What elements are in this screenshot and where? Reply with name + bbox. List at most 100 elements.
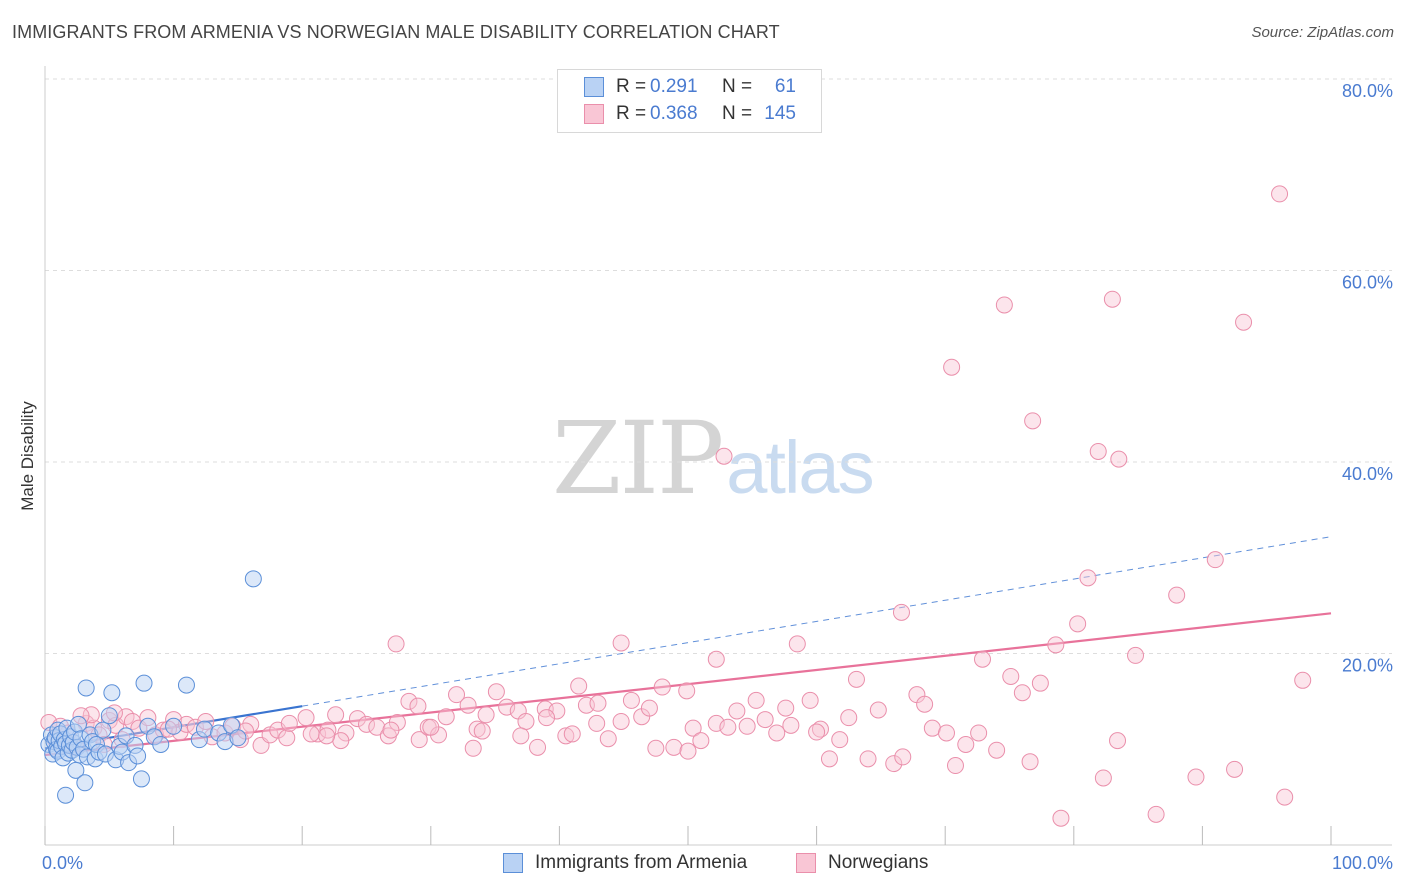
norwegian-point bbox=[1079, 569, 1097, 587]
norwegian-point bbox=[782, 716, 800, 734]
norwegian-point bbox=[946, 757, 964, 775]
norwegian-point bbox=[1052, 809, 1070, 827]
norwegian-point bbox=[368, 718, 386, 736]
legend-r-value: 0.368 bbox=[650, 103, 698, 124]
norwegian-point bbox=[538, 709, 556, 727]
norwegian-point bbox=[777, 699, 795, 717]
norwegian-point bbox=[678, 682, 696, 700]
y-tick-label: 40.0% bbox=[1342, 464, 1393, 484]
norwegian-point bbox=[1002, 667, 1020, 685]
armenia-point bbox=[57, 786, 75, 804]
armenia-point bbox=[103, 684, 121, 702]
grid-layer bbox=[45, 78, 1392, 654]
norwegian-point bbox=[512, 727, 530, 745]
legend-n-label: N = bbox=[722, 103, 753, 124]
armenia-point bbox=[165, 717, 183, 735]
norwegian-point bbox=[1031, 674, 1049, 692]
armenia-point bbox=[129, 747, 147, 765]
norwegian-point bbox=[847, 670, 865, 688]
norwegian-point bbox=[1226, 760, 1244, 778]
norwegian-point bbox=[640, 699, 658, 717]
norwegian-point bbox=[747, 691, 765, 709]
norwegian-point bbox=[570, 677, 588, 695]
legend-n-value: 145 bbox=[764, 103, 796, 124]
norwegian-point bbox=[768, 724, 786, 742]
armenia-point bbox=[177, 676, 195, 694]
norwegian-point bbox=[302, 725, 320, 743]
norwegian-point bbox=[410, 731, 428, 749]
norwegian-point bbox=[529, 738, 547, 756]
legend-r-label: R = bbox=[616, 103, 647, 124]
norwegian-point bbox=[820, 750, 838, 768]
norwegian-point bbox=[957, 735, 975, 753]
correlation-legend: R = 0.291 N = 61 R = 0.368 N = 145 bbox=[557, 69, 822, 133]
norwegian-point bbox=[801, 691, 819, 709]
norwegian-point bbox=[1109, 732, 1127, 750]
watermark-zip: ZIP bbox=[552, 400, 724, 517]
series-legend: Immigrants from Armenia Norwegians bbox=[0, 852, 1406, 878]
norwegian-point bbox=[684, 719, 702, 737]
norwegian-point bbox=[1294, 671, 1312, 689]
armenia-point bbox=[100, 707, 118, 725]
armenia-points bbox=[40, 570, 262, 804]
norwegian-point bbox=[332, 732, 350, 750]
armenia-trend-extension bbox=[302, 536, 1332, 707]
armenia-point bbox=[229, 729, 247, 747]
legend-item-norwegians: Norwegians bbox=[796, 852, 928, 874]
norwegian-point bbox=[622, 691, 640, 709]
legend-row-norwegians: R = 0.368 N = 145 bbox=[558, 102, 796, 126]
norwegian-point bbox=[788, 635, 806, 653]
norwegian-point bbox=[647, 739, 665, 757]
norwegian-point bbox=[382, 721, 400, 739]
norwegian-point bbox=[1013, 684, 1031, 702]
legend-r-value: 0.291 bbox=[650, 76, 698, 97]
norwegian-point bbox=[719, 718, 737, 736]
norwegian-point bbox=[973, 650, 991, 668]
norwegian-point bbox=[1021, 753, 1039, 771]
armenia-swatch bbox=[584, 77, 604, 97]
armenia-point bbox=[244, 570, 262, 588]
norwegian-point bbox=[459, 696, 477, 714]
norwegian-swatch bbox=[584, 104, 604, 124]
norwegian-point bbox=[1147, 805, 1165, 823]
norwegian-point bbox=[892, 603, 910, 621]
norwegian-point bbox=[738, 717, 756, 735]
watermark-atlas: atlas bbox=[726, 426, 874, 509]
norwegian-point bbox=[995, 296, 1013, 314]
norwegian-point bbox=[1047, 636, 1065, 654]
armenia-point bbox=[135, 674, 153, 692]
norwegian-point bbox=[679, 742, 697, 760]
x-tick-label: 100.0% bbox=[1332, 853, 1393, 873]
norwegian-point bbox=[448, 686, 466, 704]
norwegian-point bbox=[707, 650, 725, 668]
armenia-legend-label: Immigrants from Armenia bbox=[535, 852, 748, 873]
norwegian-point bbox=[297, 709, 315, 727]
armenia-point bbox=[132, 770, 150, 788]
norwegian-point bbox=[1103, 290, 1121, 308]
norwegian-point bbox=[477, 706, 495, 724]
norwegian-point bbox=[1127, 646, 1145, 664]
norwegian-point bbox=[464, 739, 482, 757]
norwegian-point bbox=[840, 709, 858, 727]
norwegian-point bbox=[422, 718, 440, 736]
norwegian-point bbox=[859, 750, 877, 768]
norwegian-point bbox=[589, 694, 607, 712]
norwegian-point bbox=[318, 727, 336, 745]
chart-title: IMMIGRANTS FROM ARMENIA VS NORWEGIAN MAL… bbox=[12, 22, 780, 42]
y-tick-label: 80.0% bbox=[1342, 81, 1393, 101]
norwegian-point bbox=[943, 358, 961, 376]
norwegian-point bbox=[869, 701, 887, 719]
legend-n-value: 61 bbox=[774, 76, 796, 97]
norwegian-point bbox=[1187, 768, 1205, 786]
norwegian-point bbox=[612, 634, 630, 652]
norwegian-point bbox=[1271, 185, 1289, 203]
armenia-point bbox=[94, 721, 112, 739]
norwegian-point bbox=[473, 722, 491, 740]
norwegian-point bbox=[756, 711, 774, 729]
x-tick-label: 0.0% bbox=[42, 853, 83, 873]
norwegian-point bbox=[319, 721, 337, 739]
norwegian-point bbox=[1024, 412, 1042, 430]
norwegian-point bbox=[1110, 450, 1128, 468]
armenia-point bbox=[76, 774, 94, 792]
